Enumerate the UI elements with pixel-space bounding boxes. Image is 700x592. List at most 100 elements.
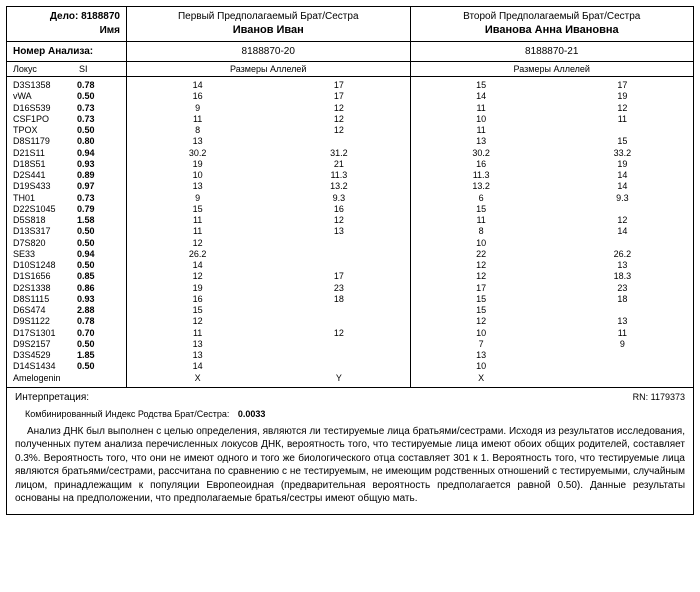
allele-2 [268, 316, 409, 327]
allele-2 [268, 361, 409, 372]
column-headers: Локус SI Размеры Аллелей Размеры Аллелей [7, 62, 693, 77]
interp-paragraph: Анализ ДНК был выполнен с целью определе… [15, 425, 685, 506]
allele-2: 12 [268, 215, 409, 226]
locus-row: D10S12480.50 [13, 260, 120, 271]
allele-1: 12 [127, 271, 268, 282]
allele-1: 19 [127, 159, 268, 170]
si-value: 0.80 [73, 136, 120, 147]
locus-row: D8S11150.93 [13, 294, 120, 305]
allele-1: 13 [411, 136, 552, 147]
allele-2: 12 [552, 103, 693, 114]
allele-1: 12 [127, 316, 268, 327]
data-body: D3S13580.78vWA0.50D16S5390.73CSF1PO0.73T… [7, 77, 693, 387]
locus-name: D16S539 [13, 103, 73, 114]
locus-row: D8S11790.80 [13, 136, 120, 147]
analysis-number-1: 8188870-20 [127, 42, 411, 61]
locus-name: TH01 [13, 193, 73, 204]
allele-1: 15 [127, 204, 268, 215]
allele-row: 1112 [127, 328, 410, 339]
allele-row: 15 [411, 305, 694, 316]
locus-name: SE33 [13, 249, 73, 260]
allele-1: 30.2 [411, 148, 552, 159]
allele-1: 15 [411, 305, 552, 316]
allele-2: 18.3 [552, 271, 693, 282]
allele-row: 1618 [127, 294, 410, 305]
allele-2 [268, 339, 409, 350]
si-value: 0.50 [73, 226, 120, 237]
locus-row: D5S8181.58 [13, 215, 120, 226]
si-value: 2.88 [73, 305, 120, 316]
header-row: Дело: 8188870 Имя Первый Предполагаемый … [7, 7, 693, 42]
allele-2 [268, 305, 409, 316]
allele-2: 31.2 [268, 148, 409, 159]
allele-row: X [411, 373, 694, 384]
locus-name: D22S1045 [13, 204, 73, 215]
locus-name: D18S51 [13, 159, 73, 170]
allele-2: 13 [552, 316, 693, 327]
locus-row: D13S3170.50 [13, 226, 120, 237]
allele-row: 13 [127, 339, 410, 350]
si-value: 0.73 [73, 193, 120, 204]
allele-row: 69.3 [411, 193, 694, 204]
allele-2: Y [268, 373, 409, 384]
analysis-label: Номер Анализа: [7, 42, 127, 61]
si-value: 0.50 [73, 238, 120, 249]
allele-1: 16 [127, 91, 268, 102]
si-value: 1.85 [73, 350, 120, 361]
allele-row: 1617 [127, 91, 410, 102]
allele-row: 26.2 [127, 249, 410, 260]
allele-2 [268, 350, 409, 361]
allele-2: 13 [552, 260, 693, 271]
si-value: 0.93 [73, 294, 120, 305]
locus-row: D3S13580.78 [13, 80, 120, 91]
allele-row: 1723 [411, 283, 694, 294]
sibling2-title: Второй Предполагаемый Брат/Сестра [415, 10, 690, 23]
allele-1: 12 [411, 271, 552, 282]
locus-row: D3S45291.85 [13, 350, 120, 361]
allele-1: 26.2 [127, 249, 268, 260]
sibling1-title: Первый Предполагаемый Брат/Сестра [131, 10, 406, 23]
allele-2: 12 [268, 103, 409, 114]
allele-row: 15 [411, 204, 694, 215]
allele-row: 1619 [411, 159, 694, 170]
locus-name: D2S441 [13, 170, 73, 181]
allele-row: 1517 [411, 80, 694, 91]
si-value: 0.50 [73, 125, 120, 136]
allele-2: 14 [552, 226, 693, 237]
locus-name: D6S474 [13, 305, 73, 316]
allele-2: 12 [268, 328, 409, 339]
allele-1: 11 [127, 328, 268, 339]
allele-1: 10 [127, 170, 268, 181]
si-value: 0.50 [73, 361, 120, 372]
locus-name: D17S1301 [13, 328, 73, 339]
header-sibling1: Первый Предполагаемый Брат/Сестра Иванов… [127, 7, 411, 41]
locus-row: D9S11220.78 [13, 316, 120, 327]
allele-1: 14 [127, 260, 268, 271]
allele-row: 11 [411, 125, 694, 136]
case-number: 8188870 [81, 11, 120, 22]
allele-1: 6 [411, 193, 552, 204]
si-value: 0.70 [73, 328, 120, 339]
header-sibling2: Второй Предполагаемый Брат/Сестра Иванов… [411, 7, 694, 41]
allele-2: 26.2 [552, 249, 693, 260]
locus-row: D6S4742.88 [13, 305, 120, 316]
combined-index-value: 0.0033 [238, 409, 266, 419]
col-alleles-1: Размеры Аллелей [127, 62, 411, 76]
allele-row: 1218.3 [411, 271, 694, 282]
si-value: 0.97 [73, 181, 120, 192]
locus-name: D21S11 [13, 148, 73, 159]
allele-row: 99.3 [127, 193, 410, 204]
allele-2: 18 [268, 294, 409, 305]
locus-row: D14S14340.50 [13, 361, 120, 372]
allele-row: 1313.2 [127, 181, 410, 192]
allele-2: 16 [268, 204, 409, 215]
allele-1: 16 [411, 159, 552, 170]
locus-row: D2S13380.86 [13, 283, 120, 294]
interpretation-section: Интерпретация: RN: 1179373 Комбинированн… [7, 387, 693, 514]
allele-2: 12 [268, 114, 409, 125]
allele-row: 1112 [411, 215, 694, 226]
allele-1: 15 [127, 305, 268, 316]
locus-row: TPOX0.50 [13, 125, 120, 136]
si-value: 0.79 [73, 204, 120, 215]
allele-row: 1213 [411, 260, 694, 271]
